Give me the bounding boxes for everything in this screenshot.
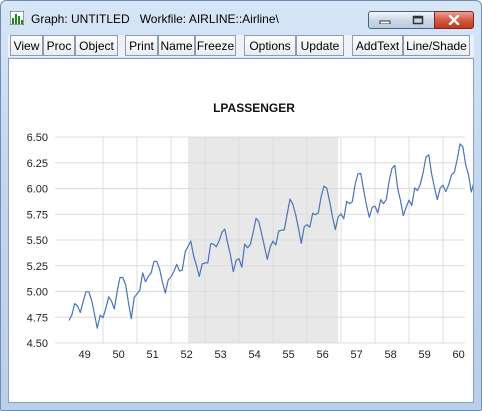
x-axis-labels: 49 50 51 52 53 54 55 56 57 58 59 60 [78, 349, 464, 361]
x-tick-label: 52 [180, 349, 192, 361]
y-axis-labels: 4.50 4.75 5.00 5.25 5.50 5.75 6.00 6.25 6.50 [27, 132, 48, 350]
x-tick-label: 55 [282, 349, 294, 361]
y-tick-label: 6.25 [27, 158, 48, 170]
addtext-button[interactable]: AddText [352, 35, 403, 56]
view-button[interactable]: View [10, 35, 43, 56]
print-button[interactable]: Print [125, 35, 158, 56]
proc-button[interactable]: Proc [43, 35, 75, 56]
y-tick-label: 5.25 [27, 261, 48, 273]
graph-area[interactable]: LPASSENGER 4.50 4.75 5.00 5.25 5.50 5.75 6.00 6… [8, 58, 474, 403]
y-tick-label: 6.50 [27, 132, 48, 144]
x-tick-label: 60 [452, 349, 464, 361]
close-button[interactable] [434, 11, 474, 29]
y-tick-label: 5.75 [27, 209, 48, 221]
window-title: Graph: UNTITLED Workfile: AIRLINE::Airli… [31, 12, 279, 26]
bar-chart-icon [10, 11, 24, 25]
y-tick-label: 5.50 [27, 235, 48, 247]
x-tick-label: 53 [214, 349, 226, 361]
minimize-button[interactable] [368, 11, 402, 29]
lpassenger-series-line [68, 143, 473, 329]
x-tick-label: 51 [146, 349, 158, 361]
y-tick-label: 4.75 [27, 312, 48, 324]
close-icon [448, 15, 460, 25]
y-tick-label: 6.00 [27, 184, 48, 196]
chart-grid [55, 136, 465, 344]
object-button[interactable]: Object [75, 35, 118, 56]
options-button[interactable]: Options [244, 35, 296, 56]
x-tick-label: 49 [78, 349, 90, 361]
update-button[interactable]: Update [296, 35, 344, 56]
freeze-button[interactable]: Freeze [195, 35, 236, 56]
minimize-icon [379, 20, 391, 24]
title-bar[interactable]: Graph: UNTITLED Workfile: AIRLINE::Airli… [1, 1, 481, 33]
graph-toolbar: View Proc Object Print Name Freeze Optio… [8, 35, 474, 57]
line-chart: LPASSENGER 4.50 4.75 5.00 5.25 5.50 5.75 6.00 6… [27, 101, 473, 361]
maximize-button[interactable] [401, 11, 435, 29]
x-tick-label: 54 [248, 349, 260, 361]
x-tick-label: 56 [316, 349, 328, 361]
name-button[interactable]: Name [158, 35, 195, 56]
x-tick-label: 58 [384, 349, 396, 361]
x-tick-label: 59 [418, 349, 430, 361]
x-tick-label: 57 [350, 349, 362, 361]
line-shade-button[interactable]: Line/Shade [403, 35, 470, 56]
maximize-icon [412, 15, 423, 25]
y-tick-label: 5.00 [27, 287, 48, 299]
x-tick-label: 50 [112, 349, 124, 361]
y-tick-label: 4.50 [27, 338, 48, 350]
chart-title: LPASSENGER [213, 101, 295, 115]
